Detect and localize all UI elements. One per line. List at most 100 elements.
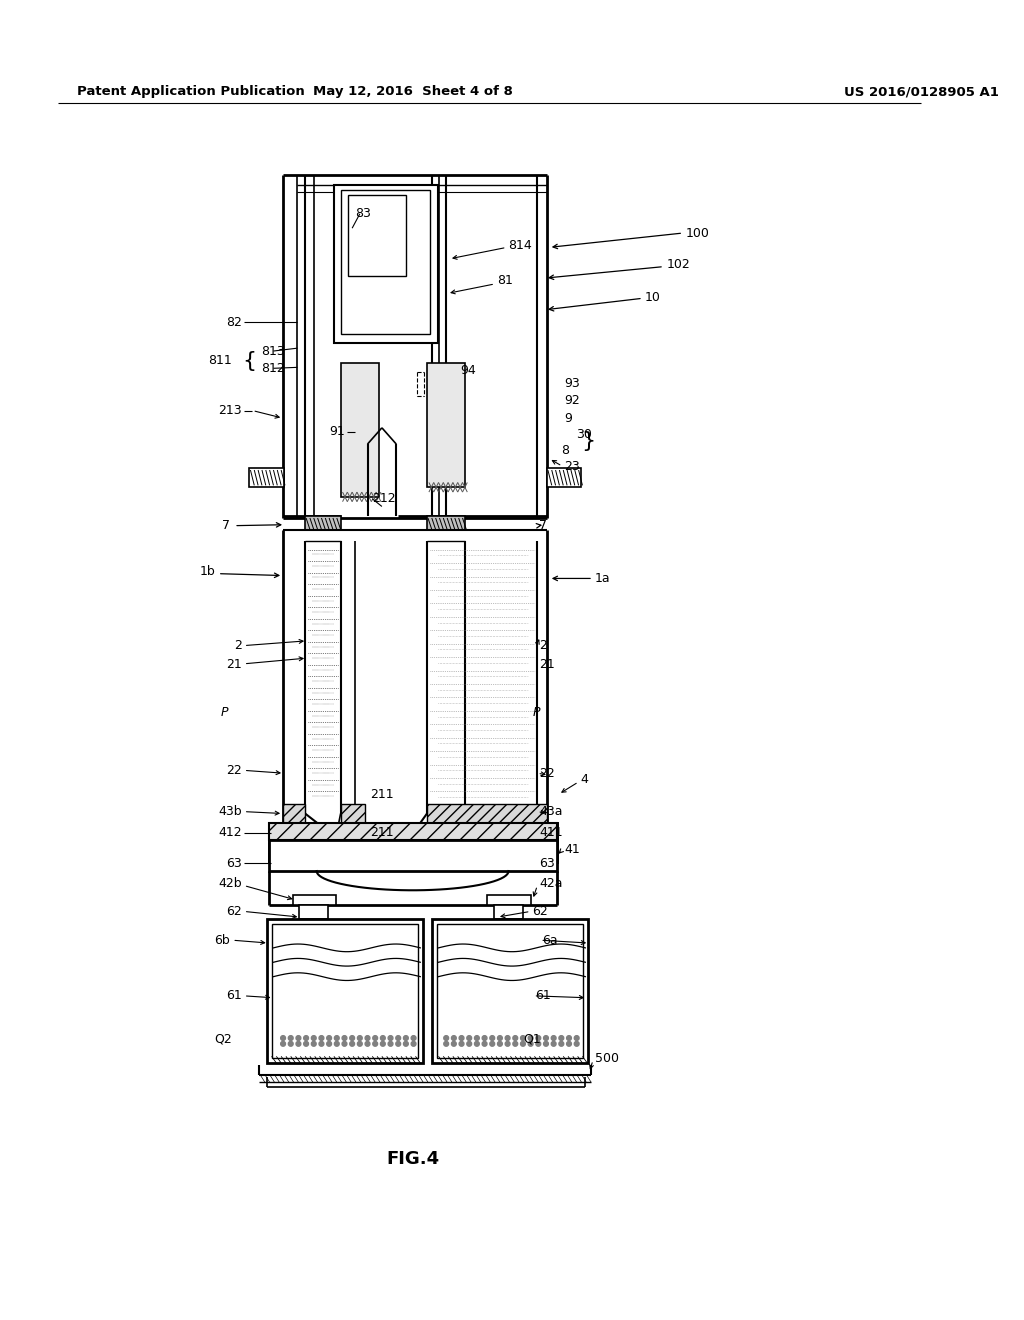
Bar [427, 363, 465, 487]
Circle shape [544, 1041, 549, 1047]
Text: 814: 814 [509, 239, 532, 252]
Text: Q2: Q2 [214, 1032, 232, 1045]
Text: May 12, 2016  Sheet 4 of 8: May 12, 2016 Sheet 4 of 8 [312, 86, 513, 99]
Text: 9: 9 [564, 412, 572, 425]
Text: 43a: 43a [540, 805, 563, 818]
Polygon shape [283, 804, 305, 824]
Circle shape [357, 1041, 362, 1047]
Circle shape [520, 1041, 525, 1047]
Text: 100: 100 [686, 227, 710, 239]
Text: 21: 21 [226, 659, 242, 672]
Text: 63: 63 [540, 857, 555, 870]
Circle shape [350, 1041, 354, 1047]
Bar [268, 824, 556, 862]
Text: 92: 92 [564, 395, 580, 408]
Text: P: P [221, 706, 228, 719]
Text: 1b: 1b [200, 565, 216, 578]
Text: 1a: 1a [595, 572, 610, 585]
Circle shape [489, 1036, 495, 1040]
Text: 211: 211 [371, 788, 394, 801]
Text: 813: 813 [261, 345, 285, 358]
Text: 6a: 6a [542, 933, 558, 946]
Bar [436, 924, 584, 1059]
Circle shape [513, 1036, 518, 1040]
Circle shape [381, 1041, 385, 1047]
Circle shape [350, 1036, 354, 1040]
Circle shape [474, 1036, 479, 1040]
Circle shape [412, 1036, 416, 1040]
Circle shape [489, 1041, 495, 1047]
Circle shape [381, 1036, 385, 1040]
Text: 412: 412 [218, 826, 242, 840]
Bar [293, 895, 336, 904]
Text: {: { [243, 351, 257, 371]
Bar [427, 516, 465, 531]
Text: 500: 500 [595, 1052, 618, 1065]
Circle shape [574, 1036, 580, 1040]
Circle shape [319, 1041, 324, 1047]
Text: 93: 93 [564, 378, 580, 391]
Circle shape [289, 1041, 293, 1047]
Circle shape [459, 1041, 464, 1047]
Text: 102: 102 [667, 259, 690, 271]
Circle shape [319, 1036, 324, 1040]
Circle shape [574, 1041, 580, 1047]
Circle shape [536, 1041, 541, 1047]
Circle shape [396, 1041, 400, 1047]
Text: }: } [582, 432, 596, 451]
Text: 61: 61 [536, 989, 551, 1002]
Circle shape [566, 1041, 571, 1047]
Bar [268, 841, 556, 871]
Bar [299, 904, 328, 919]
Circle shape [281, 1041, 286, 1047]
Bar [348, 194, 406, 276]
Text: 41: 41 [564, 843, 580, 857]
Text: 43b: 43b [218, 805, 242, 818]
Bar [268, 824, 556, 862]
Text: 23: 23 [564, 459, 580, 473]
Circle shape [498, 1036, 503, 1040]
Circle shape [357, 1036, 362, 1040]
Text: 6b: 6b [215, 933, 230, 946]
Text: 83: 83 [355, 207, 371, 220]
Text: Patent Application Publication: Patent Application Publication [77, 86, 304, 99]
Circle shape [396, 1036, 400, 1040]
Circle shape [513, 1041, 518, 1047]
Bar [266, 919, 423, 1063]
Text: 812: 812 [261, 362, 285, 375]
Circle shape [505, 1036, 510, 1040]
Text: 2: 2 [540, 639, 547, 652]
Circle shape [559, 1036, 564, 1040]
Circle shape [327, 1041, 332, 1047]
Text: 411: 411 [540, 826, 563, 840]
Text: 8: 8 [561, 445, 569, 457]
Bar [495, 904, 523, 919]
Circle shape [366, 1041, 370, 1047]
Circle shape [551, 1036, 556, 1040]
Text: US 2016/0128905 A1: US 2016/0128905 A1 [845, 86, 999, 99]
Circle shape [335, 1041, 339, 1047]
Text: 30: 30 [575, 428, 592, 441]
Circle shape [342, 1041, 347, 1047]
Text: Q1: Q1 [523, 1032, 541, 1045]
Text: 10: 10 [645, 290, 660, 304]
Circle shape [366, 1036, 370, 1040]
Bar [250, 469, 284, 487]
Text: 2: 2 [233, 639, 242, 652]
Text: 61: 61 [226, 989, 242, 1002]
Circle shape [311, 1041, 316, 1047]
Circle shape [566, 1036, 571, 1040]
Circle shape [281, 1036, 286, 1040]
Circle shape [467, 1041, 472, 1047]
Circle shape [452, 1041, 457, 1047]
Circle shape [289, 1036, 293, 1040]
Circle shape [528, 1036, 534, 1040]
Circle shape [443, 1041, 449, 1047]
Bar [305, 516, 341, 531]
Text: 213: 213 [218, 404, 242, 417]
Text: 42a: 42a [540, 876, 563, 890]
Text: 94: 94 [461, 364, 476, 376]
Bar [341, 190, 430, 334]
Text: 4: 4 [581, 774, 589, 787]
Circle shape [544, 1036, 549, 1040]
